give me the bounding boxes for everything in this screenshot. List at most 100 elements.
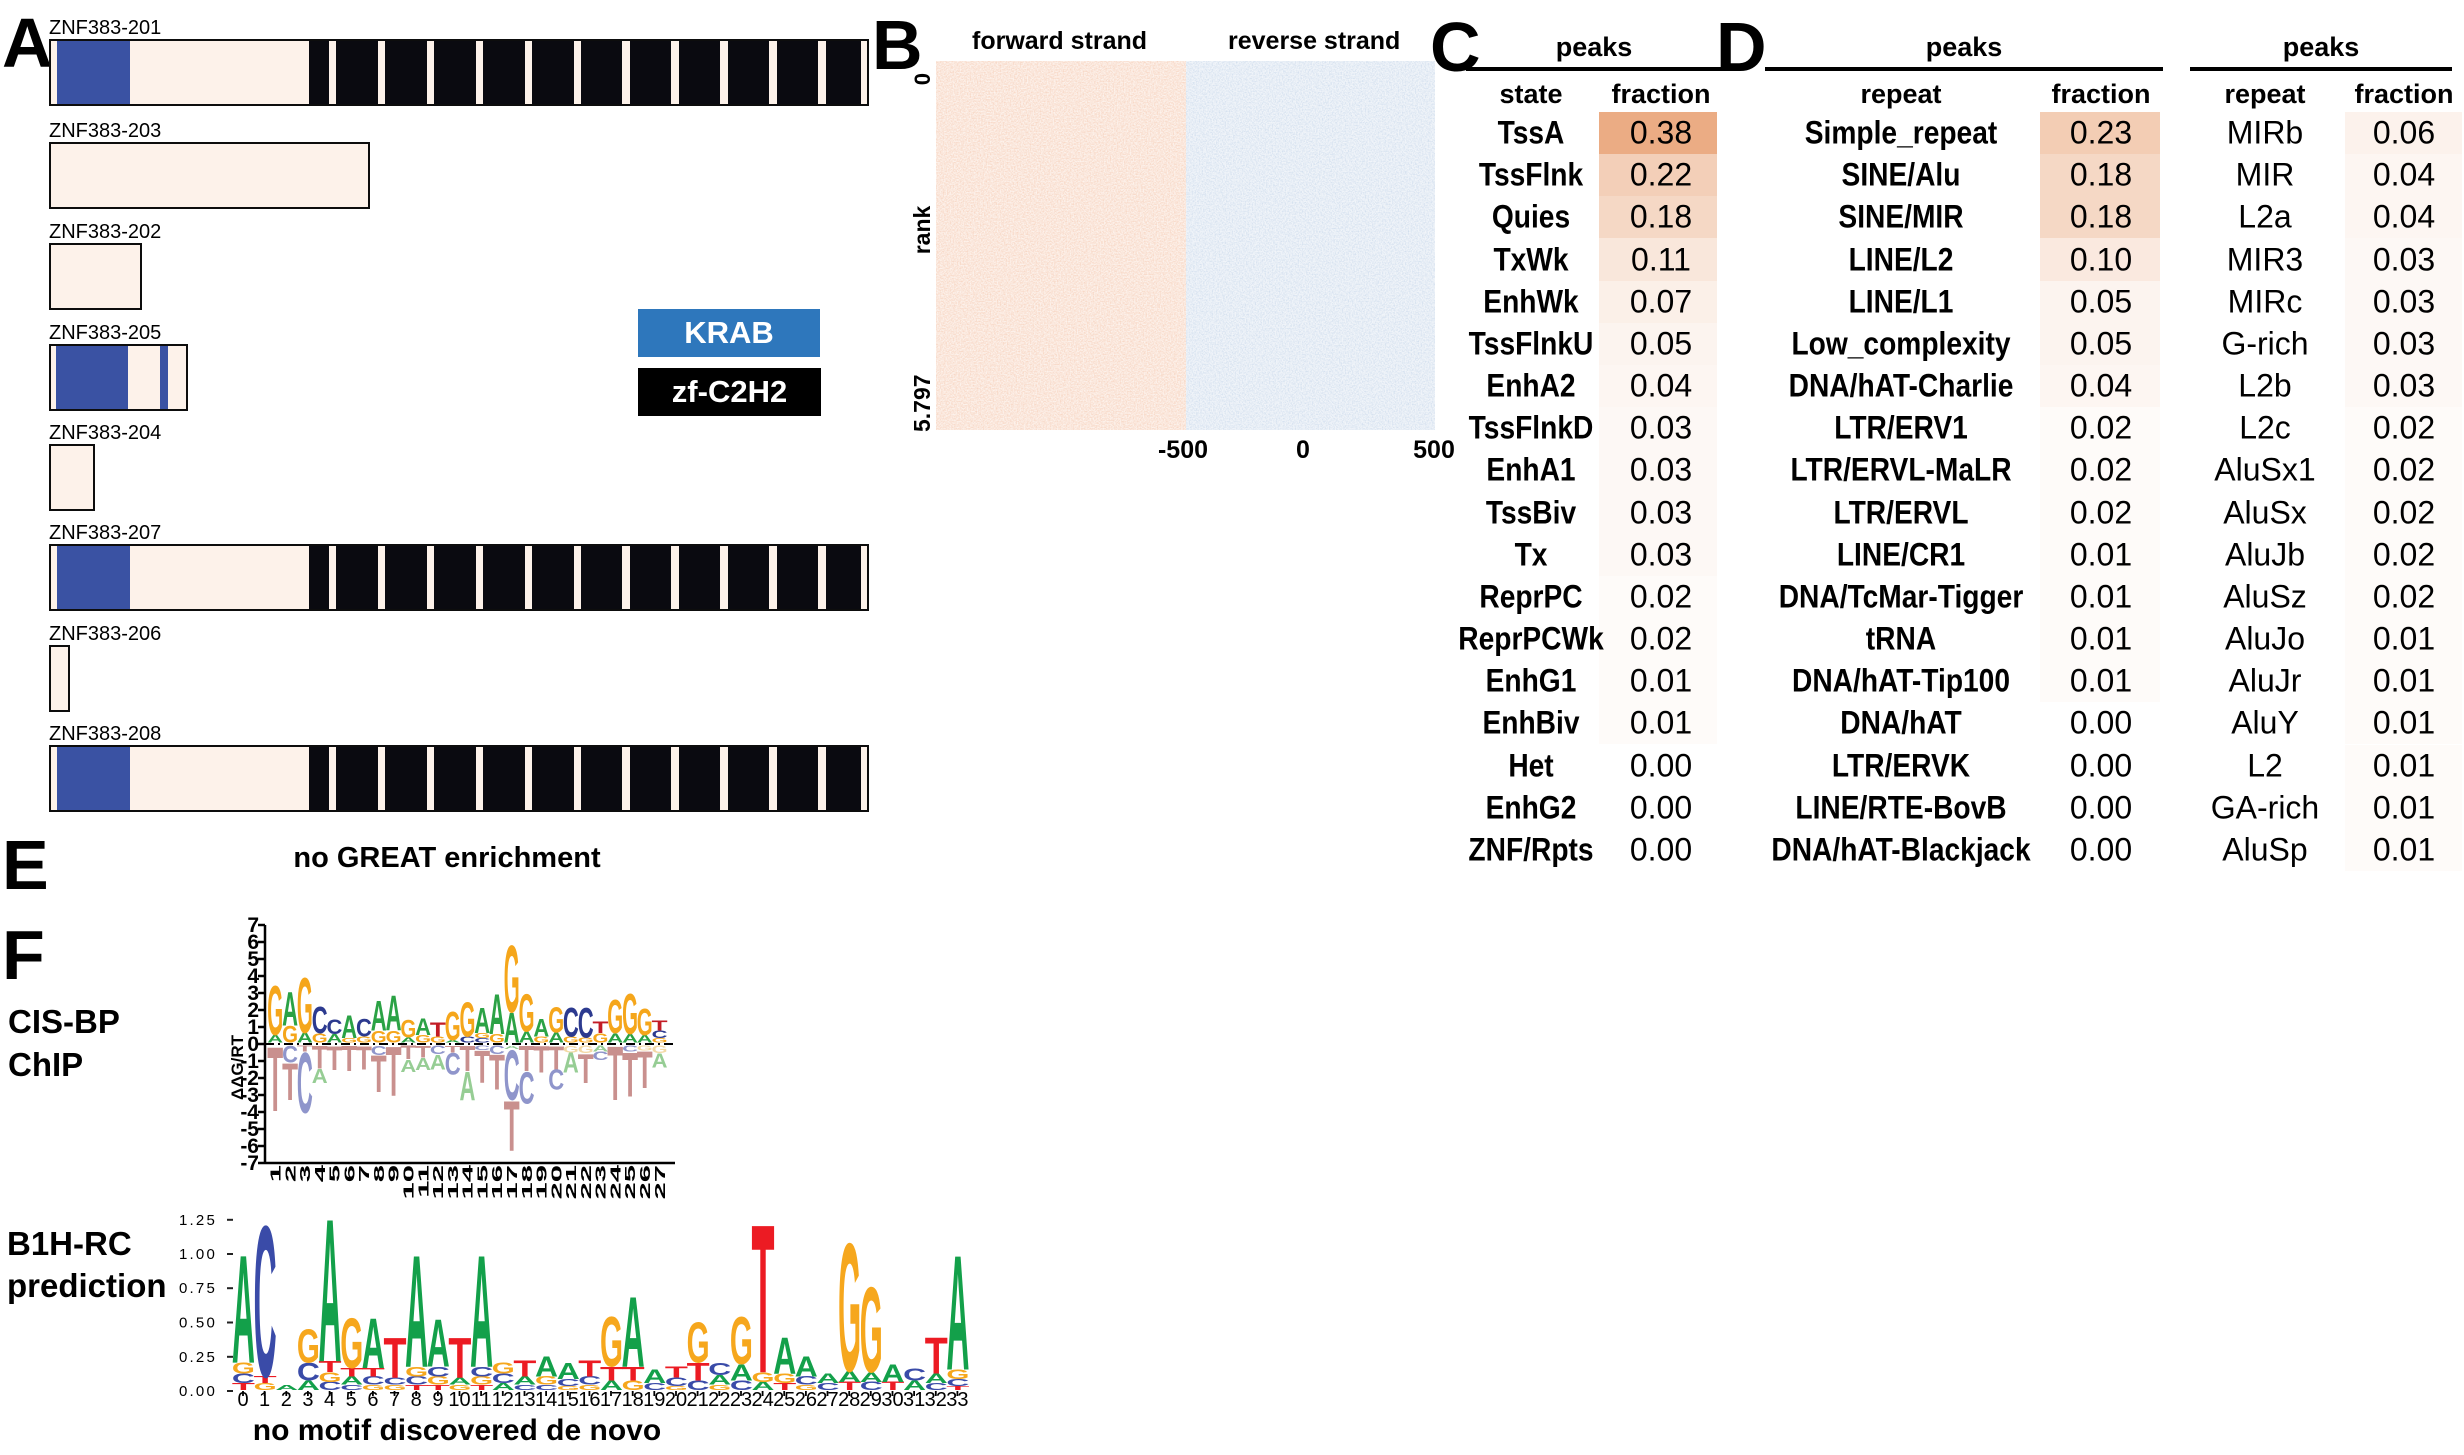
svg-text:A: A bbox=[400, 1056, 416, 1076]
svg-text:10: 10 bbox=[401, 1165, 417, 1199]
svg-text:C: C bbox=[903, 1365, 926, 1384]
svg-text:1.25: 1.25 bbox=[179, 1212, 217, 1229]
svg-text:-1: -1 bbox=[240, 1050, 259, 1073]
svg-text:G: G bbox=[533, 1035, 549, 1044]
svg-text:1: 1 bbox=[259, 1389, 270, 1411]
svg-text:A: A bbox=[405, 1223, 428, 1402]
svg-text:A: A bbox=[860, 1370, 883, 1385]
svg-text:11: 11 bbox=[471, 1389, 492, 1411]
svg-text:G: G bbox=[652, 1037, 668, 1044]
svg-text:G: G bbox=[356, 1035, 372, 1044]
svg-text:T: T bbox=[652, 1018, 668, 1034]
svg-text:C: C bbox=[492, 1371, 515, 1386]
svg-text:G: G bbox=[548, 1000, 564, 1040]
svg-text:C: C bbox=[474, 1037, 490, 1044]
svg-text:C: C bbox=[297, 1034, 313, 1131]
svg-text:A: A bbox=[371, 992, 387, 1040]
svg-text:G: G bbox=[460, 992, 476, 1047]
svg-text:T: T bbox=[519, 1038, 535, 1078]
svg-text:G: G bbox=[492, 1360, 515, 1377]
svg-text:C: C bbox=[557, 1377, 580, 1388]
svg-text:6: 6 bbox=[247, 931, 259, 954]
svg-text:T: T bbox=[752, 1182, 775, 1419]
svg-text:G: G bbox=[665, 1385, 688, 1391]
svg-text:A: A bbox=[327, 1032, 343, 1045]
svg-text:G: G bbox=[730, 1304, 753, 1379]
svg-text:T: T bbox=[267, 1029, 283, 1132]
svg-text:T: T bbox=[578, 1046, 594, 1092]
svg-text:T: T bbox=[400, 1042, 416, 1063]
svg-text:A: A bbox=[795, 1350, 818, 1383]
svg-text:A: A bbox=[622, 1032, 638, 1045]
svg-text:G: G bbox=[504, 925, 520, 1033]
svg-text:26: 26 bbox=[795, 1389, 817, 1411]
svg-text:24: 24 bbox=[608, 1164, 624, 1199]
svg-text:rank: rank bbox=[909, 206, 935, 255]
svg-text:T: T bbox=[448, 1326, 471, 1390]
svg-text:5.797: 5.797 bbox=[909, 374, 935, 432]
svg-text:G: G bbox=[400, 1015, 416, 1043]
svg-text:13: 13 bbox=[513, 1389, 535, 1411]
svg-text:G: G bbox=[637, 1000, 653, 1043]
svg-text:C: C bbox=[643, 1381, 666, 1392]
svg-text:0.75: 0.75 bbox=[179, 1280, 217, 1297]
svg-text:C: C bbox=[513, 1383, 536, 1392]
svg-text:T: T bbox=[362, 1366, 385, 1379]
svg-text:G: G bbox=[232, 1360, 255, 1377]
svg-text:C: C bbox=[708, 1359, 731, 1378]
svg-text:G: G bbox=[386, 1028, 402, 1047]
svg-text:-5: -5 bbox=[240, 1118, 259, 1141]
svg-text:A: A bbox=[400, 1036, 416, 1044]
svg-text:19: 19 bbox=[534, 1165, 550, 1199]
svg-text:T: T bbox=[513, 1356, 536, 1382]
svg-text:A: A bbox=[600, 1378, 623, 1393]
svg-text:7: 7 bbox=[389, 1389, 400, 1411]
svg-text:18: 18 bbox=[519, 1165, 535, 1199]
svg-text:G: G bbox=[946, 1367, 969, 1382]
svg-text:4: 4 bbox=[247, 965, 259, 988]
svg-text:G: G bbox=[362, 1383, 385, 1392]
svg-text:T: T bbox=[312, 1039, 328, 1075]
svg-text:17: 17 bbox=[504, 1165, 520, 1199]
svg-text:G: G bbox=[652, 1044, 668, 1056]
svg-text:C: C bbox=[427, 1364, 450, 1379]
svg-text:C: C bbox=[362, 1374, 385, 1387]
svg-text:A: A bbox=[267, 1033, 283, 1045]
svg-text:T: T bbox=[593, 1018, 609, 1037]
svg-text:A: A bbox=[838, 1368, 861, 1385]
svg-text:T: T bbox=[687, 1358, 710, 1386]
svg-text:G: G bbox=[474, 1032, 490, 1040]
svg-text:A: A bbox=[340, 1374, 363, 1387]
svg-text:23: 23 bbox=[730, 1389, 752, 1411]
svg-text:A: A bbox=[946, 1221, 969, 1405]
svg-text:T: T bbox=[600, 1363, 623, 1384]
svg-text:A: A bbox=[535, 1350, 558, 1383]
svg-text:C: C bbox=[327, 1015, 343, 1039]
svg-text:32: 32 bbox=[925, 1389, 947, 1411]
svg-text:-6: -6 bbox=[240, 1135, 259, 1158]
svg-text:C: C bbox=[371, 1043, 387, 1058]
svg-text:8: 8 bbox=[411, 1389, 422, 1411]
svg-text:A: A bbox=[881, 1359, 904, 1387]
svg-text:G: G bbox=[578, 1044, 594, 1056]
svg-text:G: G bbox=[838, 1206, 861, 1411]
svg-text:T: T bbox=[881, 1380, 904, 1393]
svg-text:G: G bbox=[445, 1004, 461, 1049]
svg-text:11: 11 bbox=[416, 1165, 432, 1198]
svg-text:A: A bbox=[817, 1371, 840, 1386]
svg-text:A: A bbox=[297, 1030, 313, 1046]
svg-text:0: 0 bbox=[247, 1033, 259, 1056]
svg-text:3: 3 bbox=[302, 1389, 313, 1411]
svg-text:24: 24 bbox=[751, 1389, 773, 1411]
svg-text:1: 1 bbox=[268, 1165, 284, 1182]
svg-text:G: G bbox=[448, 1383, 471, 1392]
svg-text:T: T bbox=[386, 1033, 402, 1111]
svg-text:17: 17 bbox=[600, 1389, 622, 1411]
svg-text:G: G bbox=[282, 1021, 298, 1048]
svg-text:G: G bbox=[297, 961, 313, 1050]
svg-text:27: 27 bbox=[652, 1165, 668, 1199]
svg-text:1.00: 1.00 bbox=[179, 1246, 217, 1263]
svg-text:9: 9 bbox=[432, 1389, 443, 1411]
svg-text:C: C bbox=[430, 1043, 446, 1056]
svg-text:A: A bbox=[362, 1304, 385, 1384]
